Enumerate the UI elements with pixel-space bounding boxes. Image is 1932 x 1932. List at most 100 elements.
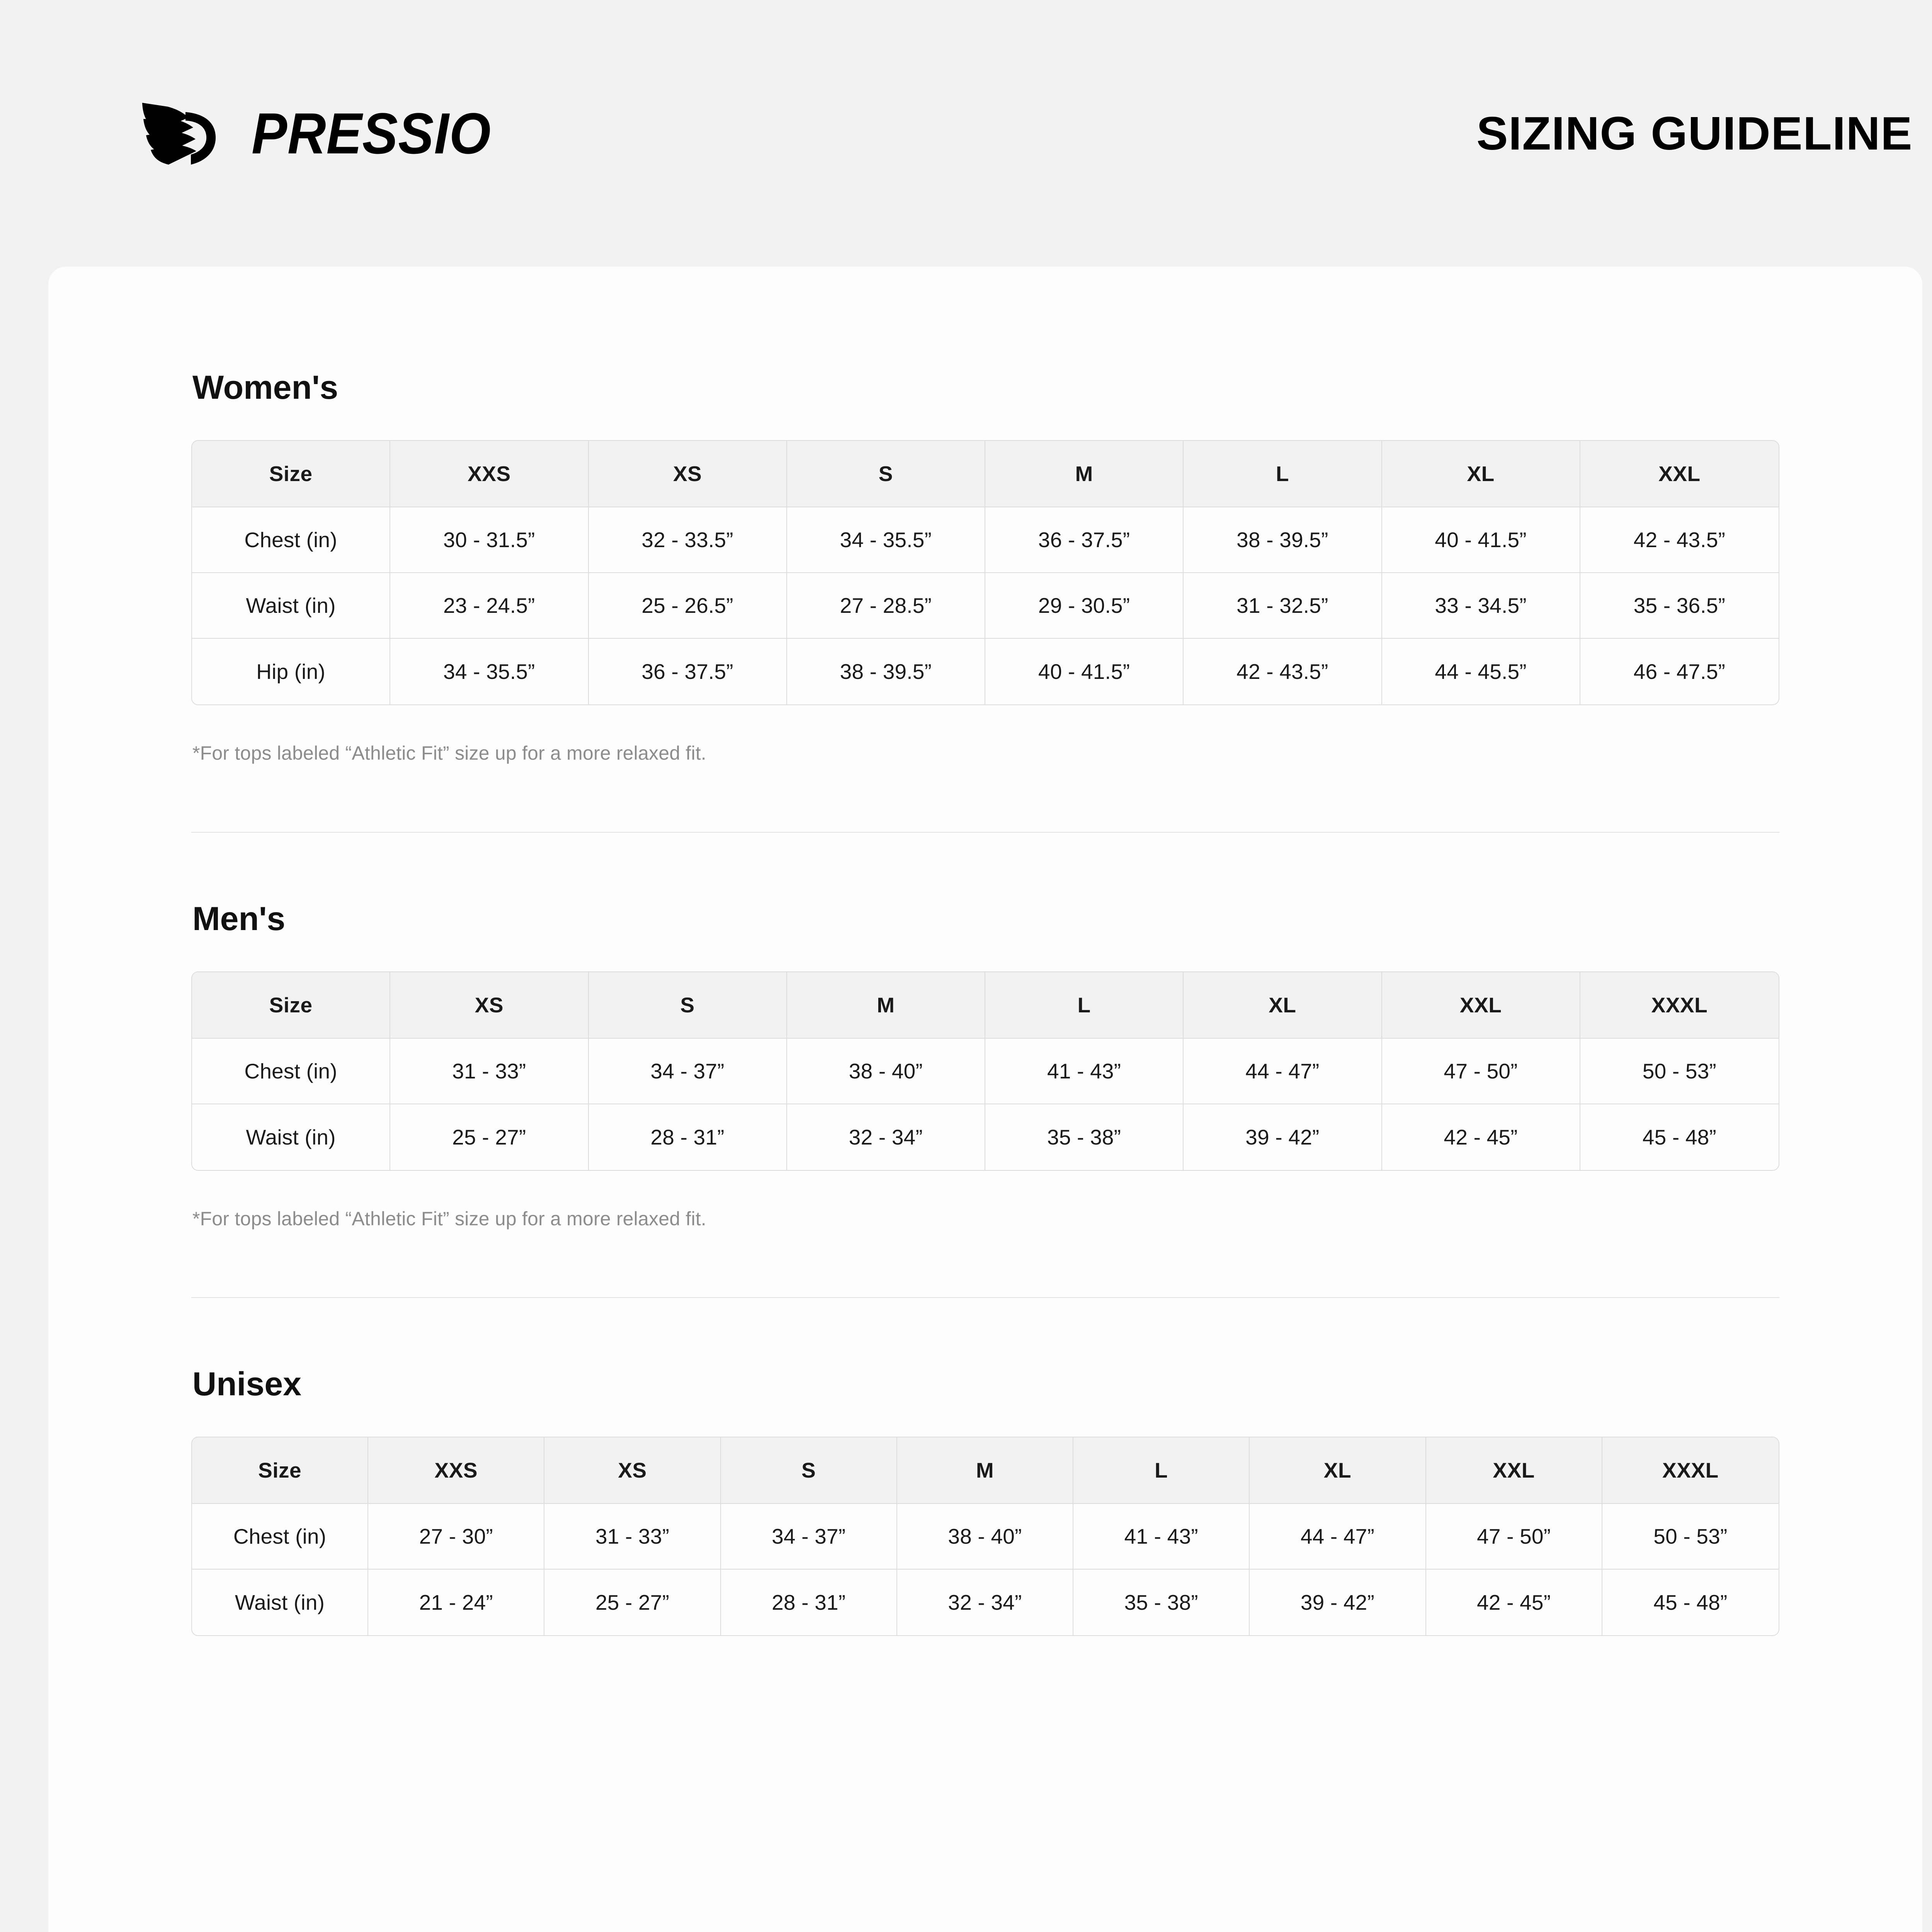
cell-chest-xl: 44 - 47” [1250, 1504, 1426, 1570]
column-header-xxxl: XXXL [1580, 972, 1779, 1039]
column-header-xxs: XXS [390, 441, 589, 507]
column-header-l: L [1184, 441, 1382, 507]
column-header-xl: XL [1382, 441, 1580, 507]
column-header-size: Size [192, 1437, 369, 1504]
cell-chest-m: 38 - 40” [897, 1504, 1074, 1570]
table-row: Waist (in) 25 - 27” 28 - 31” 32 - 34” 35… [192, 1104, 1779, 1170]
cell-waist-xl: 39 - 42” [1184, 1104, 1382, 1170]
section-divider [191, 832, 1779, 833]
table-row: Hip (in) 34 - 35.5” 36 - 37.5” 38 - 39.5… [192, 639, 1779, 704]
cell-chest-l: 41 - 43” [1073, 1504, 1250, 1570]
column-header-l: L [985, 972, 1184, 1039]
cell-waist-xl: 33 - 34.5” [1382, 573, 1580, 639]
cell-waist-xxl: 35 - 36.5” [1580, 573, 1779, 639]
mens-size-table: Size XS S M L XL XXL XXXL Chest (in) 31 … [191, 971, 1779, 1171]
column-header-xs: XS [390, 972, 589, 1039]
column-header-xxl: XXL [1382, 972, 1580, 1039]
womens-size-table: Size XXS XS S M L XL XXL Chest (in) 30 -… [191, 440, 1779, 705]
spacer [48, 833, 1922, 902]
column-header-xxl: XXL [1580, 441, 1779, 507]
section-title-womens: Women's [192, 369, 338, 406]
cell-chest-xxxl: 50 - 53” [1602, 1504, 1779, 1570]
column-header-xxxl: XXXL [1602, 1437, 1779, 1504]
column-header-m: M [897, 1437, 1074, 1504]
section-title-mens: Men's [192, 900, 286, 937]
cell-waist-xs: 25 - 27” [544, 1570, 721, 1635]
table-row: Chest (in) 30 - 31.5” 32 - 33.5” 34 - 35… [192, 507, 1779, 573]
cell-hip-l: 42 - 43.5” [1184, 639, 1382, 704]
cell-waist-xxxl: 45 - 48” [1602, 1570, 1779, 1635]
wing-logo-icon [142, 103, 216, 165]
table-header-row: Size XXS XS S M L XL XXL XXXL [192, 1437, 1779, 1504]
cell-chest-xl: 44 - 47” [1184, 1038, 1382, 1104]
row-label-waist: Waist (in) [192, 1104, 391, 1170]
cell-waist-xxl: 42 - 45” [1426, 1570, 1602, 1635]
spacer [48, 1298, 1922, 1367]
table-row: Waist (in) 23 - 24.5” 25 - 26.5” 27 - 28… [192, 573, 1779, 639]
cell-chest-xxl: 47 - 50” [1426, 1504, 1602, 1570]
column-header-s: S [588, 972, 787, 1039]
row-label-chest: Chest (in) [192, 507, 391, 573]
section-unisex: Unisex Size XXS XS S M L XL XXL XXXL Che… [48, 1367, 1922, 1636]
cell-chest-xxs: 30 - 31.5” [390, 507, 589, 573]
cell-waist-xxs: 23 - 24.5” [390, 573, 589, 639]
column-header-xl: XL [1250, 1437, 1426, 1504]
cell-chest-xs: 32 - 33.5” [588, 507, 787, 573]
cell-waist-l: 31 - 32.5” [1184, 573, 1382, 639]
cell-waist-m: 29 - 30.5” [985, 573, 1184, 639]
cell-waist-s: 28 - 31” [721, 1570, 897, 1635]
column-header-xxs: XXS [368, 1437, 545, 1504]
row-label-chest: Chest (in) [192, 1038, 391, 1104]
table-row: Chest (in) 27 - 30” 31 - 33” 34 - 37” 38… [192, 1504, 1779, 1570]
cell-waist-xxs: 21 - 24” [368, 1570, 545, 1635]
cell-waist-xxl: 42 - 45” [1382, 1104, 1580, 1170]
table-header-row: Size XS S M L XL XXL XXXL [192, 972, 1779, 1039]
column-header-xs: XS [588, 441, 787, 507]
cell-chest-m: 38 - 40” [787, 1038, 985, 1104]
cell-chest-xxs: 27 - 30” [368, 1504, 545, 1570]
section-mens: Men's Size XS S M L XL XXL XXXL Chest (i… [48, 902, 1922, 1231]
brand-wordmark: PRESSIO [252, 101, 491, 166]
cell-chest-xl: 40 - 41.5” [1382, 507, 1580, 573]
unisex-size-table: Size XXS XS S M L XL XXL XXXL Chest (in)… [191, 1437, 1779, 1636]
column-header-l: L [1073, 1437, 1250, 1504]
column-header-size: Size [192, 972, 391, 1039]
cell-hip-xxs: 34 - 35.5” [390, 639, 589, 704]
column-header-xl: XL [1184, 972, 1382, 1039]
cell-chest-s: 34 - 37” [721, 1504, 897, 1570]
page-title: SIZING GUIDELINE [1476, 107, 1913, 160]
cell-waist-xs: 25 - 26.5” [588, 573, 787, 639]
cell-waist-l: 35 - 38” [1073, 1570, 1250, 1635]
cell-chest-xs: 31 - 33” [544, 1504, 721, 1570]
cell-waist-s: 27 - 28.5” [787, 573, 985, 639]
row-label-waist: Waist (in) [192, 573, 391, 639]
cell-hip-xs: 36 - 37.5” [588, 639, 787, 704]
cell-chest-xs: 31 - 33” [390, 1038, 589, 1104]
column-header-m: M [985, 441, 1184, 507]
cell-waist-m: 32 - 34” [897, 1570, 1074, 1635]
cell-waist-s: 28 - 31” [588, 1104, 787, 1170]
row-label-hip: Hip (in) [192, 639, 391, 704]
row-label-waist: Waist (in) [192, 1570, 369, 1635]
cell-chest-xxxl: 50 - 53” [1580, 1038, 1779, 1104]
column-header-xs: XS [544, 1437, 721, 1504]
cell-chest-xxl: 47 - 50” [1382, 1038, 1580, 1104]
cell-waist-xs: 25 - 27” [390, 1104, 589, 1170]
table-row: Chest (in) 31 - 33” 34 - 37” 38 - 40” 41… [192, 1038, 1779, 1104]
cell-hip-m: 40 - 41.5” [985, 639, 1184, 704]
cell-chest-m: 36 - 37.5” [985, 507, 1184, 573]
column-header-s: S [787, 441, 985, 507]
cell-chest-s: 34 - 35.5” [787, 507, 985, 573]
column-header-size: Size [192, 441, 391, 507]
table-row: Waist (in) 21 - 24” 25 - 27” 28 - 31” 32… [192, 1570, 1779, 1635]
table-header-row: Size XXS XS S M L XL XXL [192, 441, 1779, 507]
column-header-s: S [721, 1437, 897, 1504]
cell-chest-xxl: 42 - 43.5” [1580, 507, 1779, 573]
row-label-chest: Chest (in) [192, 1504, 369, 1570]
section-womens: Women's Size XXS XS S M L XL XXL Chest (… [48, 371, 1922, 765]
section-title-unisex: Unisex [192, 1366, 302, 1403]
cell-waist-l: 35 - 38” [985, 1104, 1184, 1170]
cell-chest-l: 41 - 43” [985, 1038, 1184, 1104]
cell-hip-xl: 44 - 45.5” [1382, 639, 1580, 704]
footnote-womens: *For tops labeled “Athletic Fit” size up… [192, 742, 707, 764]
